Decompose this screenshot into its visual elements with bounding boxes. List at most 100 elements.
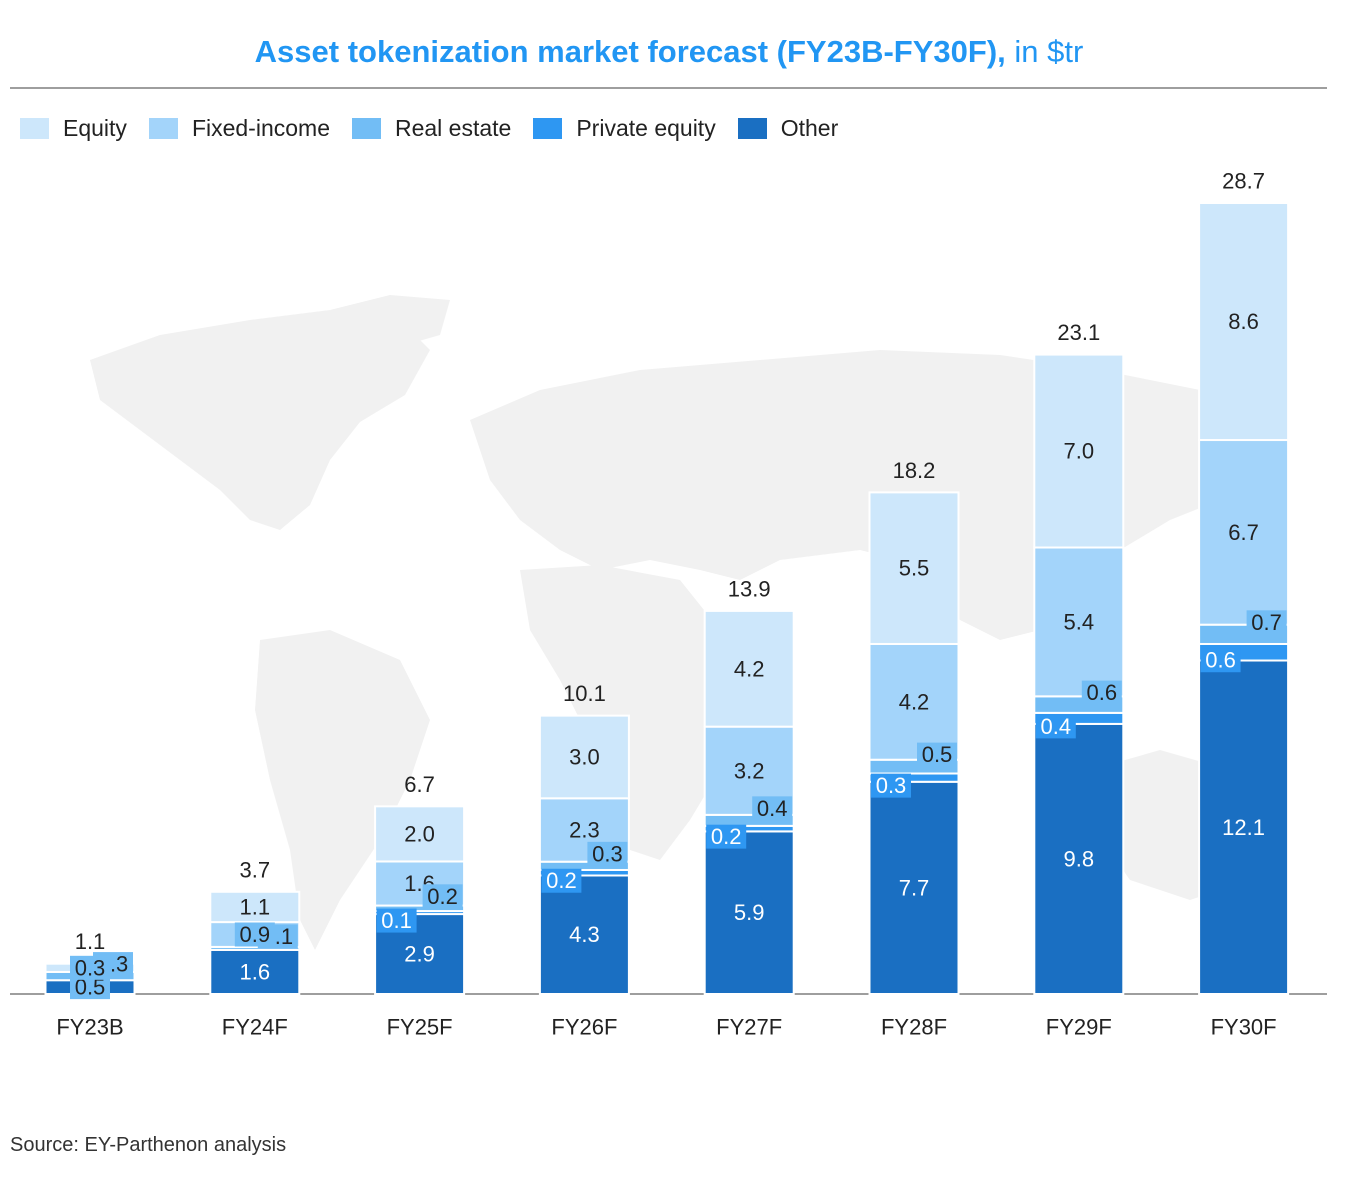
value-tag-background bbox=[1200, 648, 1241, 673]
value-tag-background bbox=[541, 868, 582, 893]
segment-value-label: 5.5 bbox=[899, 556, 930, 581]
bars-layer: 0.50.30.31.1FY23B1.61.10.10.93.7FY24F2.9… bbox=[44, 169, 1290, 1040]
value-tag-label: 0.6 bbox=[1205, 648, 1236, 673]
value-tag-background bbox=[917, 742, 957, 767]
legend-item-private-equity: Private equity bbox=[533, 114, 716, 142]
source-note: Source: EY-Parthenon analysis bbox=[10, 1134, 287, 1156]
bar-segment-equity bbox=[1198, 202, 1290, 442]
bar-segment-other bbox=[868, 780, 960, 996]
segment-value-label: 2.3 bbox=[569, 818, 600, 843]
value-tag-background bbox=[706, 824, 747, 849]
segment-value-label: 5.4 bbox=[1064, 609, 1095, 634]
bar-segment-equity bbox=[209, 890, 301, 924]
value-tag-background bbox=[1035, 714, 1076, 739]
title-divider bbox=[10, 87, 1327, 89]
value-tag-label: 0.4 bbox=[1041, 714, 1072, 739]
bar-segment-other bbox=[1198, 659, 1290, 995]
segment-value-label: 5.9 bbox=[734, 900, 765, 925]
value-tag-label: 0.3 bbox=[592, 841, 623, 866]
x-tick-label: FY28F bbox=[881, 1015, 947, 1040]
x-tick-label: FY30F bbox=[1211, 1015, 1277, 1040]
legend-label: Equity bbox=[63, 114, 127, 141]
chart-title-unit: in $tr bbox=[1005, 34, 1084, 69]
value-tag-background bbox=[1081, 680, 1122, 705]
bar-total-label: 23.1 bbox=[1057, 320, 1100, 345]
bar-total-label: 6.7 bbox=[404, 772, 435, 797]
value-tag-label: 0.5 bbox=[922, 742, 953, 767]
segment-value-label: 4.2 bbox=[899, 689, 930, 714]
segment-value-label: 1.1 bbox=[240, 894, 271, 919]
bar-segment-other bbox=[538, 874, 630, 995]
legend-item-equity: Equity bbox=[20, 115, 127, 142]
legend-label: Fixed-income bbox=[191, 114, 330, 141]
value-tag-label: 0.2 bbox=[711, 824, 742, 849]
legend-label: Private equity bbox=[576, 114, 716, 141]
legend-item-other: Other bbox=[737, 114, 839, 142]
bar-segment-fixed-income bbox=[868, 642, 960, 761]
value-tag-background bbox=[1246, 610, 1287, 635]
bar-total-label: 1.1 bbox=[75, 929, 106, 954]
legend-swatch bbox=[737, 117, 767, 139]
segment-value-label: 3.2 bbox=[734, 758, 765, 783]
bar-segment-equity bbox=[1033, 353, 1125, 549]
value-tag-background bbox=[422, 884, 463, 909]
stacked-bar-chart: 0.50.30.31.1FY23B1.61.10.10.93.7FY24F2.9… bbox=[10, 169, 1327, 1040]
legend-swatch bbox=[351, 117, 381, 139]
segment-value-label: 12.1 bbox=[1222, 815, 1265, 840]
bar-total-label: 10.1 bbox=[563, 681, 606, 706]
segment-value-label: 4.2 bbox=[734, 656, 765, 681]
segment-value-label: 1.6 bbox=[240, 959, 271, 984]
x-tick-label: FY29F bbox=[1046, 1015, 1112, 1040]
legend-label: Real estate bbox=[394, 114, 512, 141]
segment-value-label: 6.7 bbox=[1228, 520, 1259, 545]
value-tag-label: 0.3 bbox=[75, 955, 106, 980]
legend-swatch bbox=[148, 117, 178, 139]
x-tick-label: FY27F bbox=[716, 1015, 782, 1040]
bar-segment-equity bbox=[374, 805, 466, 863]
legend-swatch bbox=[20, 117, 49, 139]
x-tick-label: FY24F bbox=[222, 1015, 288, 1040]
value-tag-label: 0.1 bbox=[381, 908, 412, 933]
legend-item-fixed-income: Fixed-income bbox=[148, 114, 330, 142]
bar-total-label: 28.7 bbox=[1222, 169, 1265, 194]
bar-segment-other bbox=[1033, 722, 1125, 996]
value-tag-label: 0.6 bbox=[1087, 680, 1118, 705]
bar-total-label: 13.9 bbox=[728, 576, 771, 601]
bar-total-label: 3.7 bbox=[240, 857, 271, 882]
bar-segment-other bbox=[209, 948, 301, 996]
value-tag-label: 0.3 bbox=[876, 773, 907, 798]
bar-segment-equity bbox=[868, 491, 960, 645]
segment-value-label: 7.7 bbox=[899, 875, 930, 900]
value-tag-label: 0.2 bbox=[546, 868, 577, 893]
value-tag-background bbox=[376, 908, 417, 933]
legend-swatch bbox=[533, 117, 563, 139]
bar-segment-fixed-income bbox=[1198, 439, 1290, 626]
value-tag-label: 0.4 bbox=[757, 796, 788, 821]
chart-title: Asset tokenization market forecast (FY23… bbox=[0, 34, 1338, 70]
segment-value-label: 2.0 bbox=[404, 821, 435, 846]
segment-value-label: 9.8 bbox=[1064, 846, 1095, 871]
segment-value-label: 4.3 bbox=[569, 922, 600, 947]
bar-segment-equity bbox=[538, 714, 630, 800]
value-tag-label: 0.2 bbox=[427, 884, 458, 909]
value-tag-background bbox=[70, 955, 110, 980]
bar-total-label: 18.2 bbox=[893, 458, 936, 483]
bar-segment-equity bbox=[703, 609, 795, 728]
value-tag-background bbox=[234, 922, 275, 947]
value-tag-background bbox=[752, 796, 793, 821]
chart-legend: Equity Fixed-income Real estate Private equ… bbox=[20, 112, 860, 144]
segment-value-label: 7.0 bbox=[1064, 439, 1095, 464]
legend-label: Other bbox=[780, 114, 839, 141]
segment-value-label: 8.6 bbox=[1228, 309, 1259, 334]
chart-title-main: Asset tokenization market forecast (FY23… bbox=[254, 34, 1006, 69]
x-tick-label: FY23B bbox=[56, 1015, 123, 1040]
value-tag-label: 0.7 bbox=[1251, 610, 1282, 635]
value-tag-background bbox=[871, 773, 911, 798]
segment-value-label: 3.0 bbox=[569, 744, 600, 769]
segment-value-label: 2.9 bbox=[404, 942, 435, 967]
value-tag-background bbox=[587, 841, 628, 866]
value-tag-label: 0.9 bbox=[240, 922, 271, 947]
x-tick-label: FY26F bbox=[551, 1015, 617, 1040]
x-tick-label: FY25F bbox=[387, 1015, 453, 1040]
legend-item-real-estate: Real estate bbox=[351, 114, 512, 142]
